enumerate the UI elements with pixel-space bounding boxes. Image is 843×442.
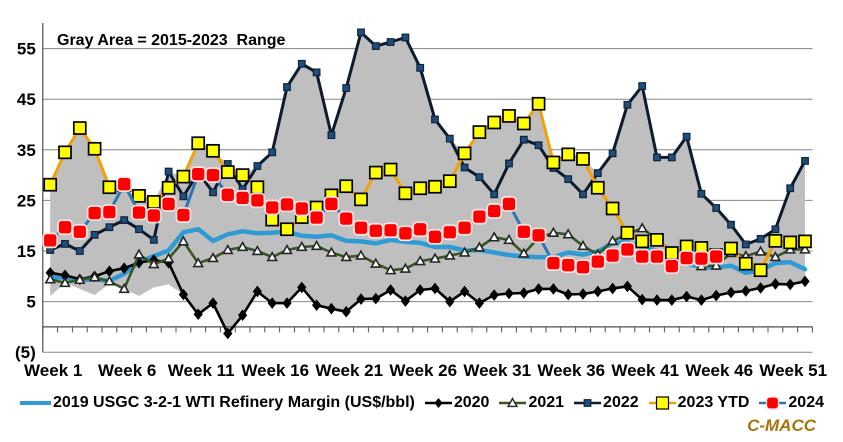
legend: 2019 USGC 3-2-1 WTI Refinery Margin (US$…: [0, 394, 843, 412]
legend-item-2022: 2022: [573, 394, 639, 412]
legend-label: 2022: [603, 394, 639, 411]
svg-text:Week 51: Week 51: [759, 361, 827, 380]
svg-text:15: 15: [17, 242, 36, 261]
legend-label: 2024: [788, 394, 824, 411]
legend-label: 2021: [528, 394, 565, 411]
svg-text:Week 6: Week 6: [98, 361, 156, 380]
svg-text:Week 31: Week 31: [463, 361, 531, 380]
svg-text:Week 1: Week 1: [24, 361, 82, 380]
legend-swatch: [424, 398, 452, 408]
svg-text:Week 41: Week 41: [611, 361, 679, 380]
svg-text:(5): (5): [15, 343, 36, 362]
svg-text:Week 46: Week 46: [685, 361, 753, 380]
legend-label: 2019 USGC 3-2-1 WTI Refinery Margin (US$…: [53, 394, 415, 411]
x-axis-ticks: [42, 326, 813, 333]
legend-item-2020: 2020: [424, 394, 490, 412]
legend-item-2024: 2024: [758, 394, 824, 412]
svg-text:55: 55: [17, 40, 36, 59]
legend-item-2019: 2019 USGC 3-2-1 WTI Refinery Margin (US$…: [19, 394, 415, 412]
legend-swatch: [759, 396, 787, 410]
svg-text:45: 45: [17, 90, 36, 109]
svg-text:Week 11: Week 11: [168, 361, 235, 380]
annotation-gray-area-range: Gray Area = 2015-2023 Range: [57, 32, 286, 49]
legend-item-2021: 2021: [498, 394, 564, 412]
svg-text:35: 35: [17, 141, 36, 160]
legend-swatch: [20, 401, 51, 405]
svg-text:Week 36: Week 36: [537, 361, 605, 380]
svg-text:Week 16: Week 16: [241, 361, 309, 380]
legend-swatch: [648, 396, 676, 410]
legend-item-2023: 2023 YTD: [648, 394, 750, 412]
legend-swatch: [499, 397, 527, 408]
svg-text:5: 5: [26, 293, 35, 312]
brand-cmacc: C-MACC: [747, 416, 816, 435]
svg-text:25: 25: [17, 191, 36, 210]
y-axis-labels: 55 45 35 25 15 5 (5): [15, 40, 36, 363]
legend-label: 2023 YTD: [677, 394, 750, 411]
x-axis-labels: Week 1 Week 6 Week 11 Week 16 Week 21 Week 26…: [24, 361, 827, 380]
legend-swatch: [574, 399, 602, 407]
svg-text:Week 26: Week 26: [389, 361, 457, 380]
legend-label: 2020: [453, 394, 490, 411]
series-2024: [42, 166, 725, 276]
svg-text:Week 21: Week 21: [315, 361, 383, 380]
